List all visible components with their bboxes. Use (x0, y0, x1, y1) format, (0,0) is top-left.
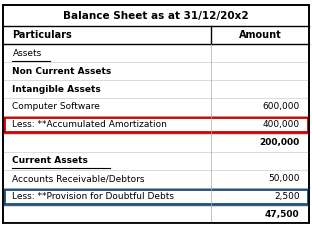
Text: 400,000: 400,000 (262, 120, 300, 129)
Text: Current Assets: Current Assets (12, 156, 88, 165)
Text: Balance Sheet as at 31/12/20x2: Balance Sheet as at 31/12/20x2 (63, 11, 249, 21)
Bar (4, 117, 308, 132)
Text: 47,500: 47,500 (265, 210, 300, 219)
Text: Less: **Accumulated Amortization: Less: **Accumulated Amortization (12, 120, 167, 129)
Text: Computer Software: Computer Software (12, 103, 100, 111)
Text: Non Current Assets: Non Current Assets (12, 67, 112, 76)
Text: 2,500: 2,500 (274, 192, 300, 201)
Text: Intangible Assets: Intangible Assets (12, 85, 101, 93)
Text: Particulars: Particulars (12, 30, 72, 40)
Text: Amount: Amount (239, 30, 281, 40)
Text: Less: **Provision for Doubtful Debts: Less: **Provision for Doubtful Debts (12, 192, 174, 201)
Bar (4, 189, 308, 204)
Text: 200,000: 200,000 (259, 138, 300, 147)
Text: 50,000: 50,000 (268, 174, 300, 183)
Text: Accounts Receivable/Debtors: Accounts Receivable/Debtors (12, 174, 145, 183)
Text: Assets: Assets (12, 49, 42, 58)
Text: 600,000: 600,000 (262, 103, 300, 111)
